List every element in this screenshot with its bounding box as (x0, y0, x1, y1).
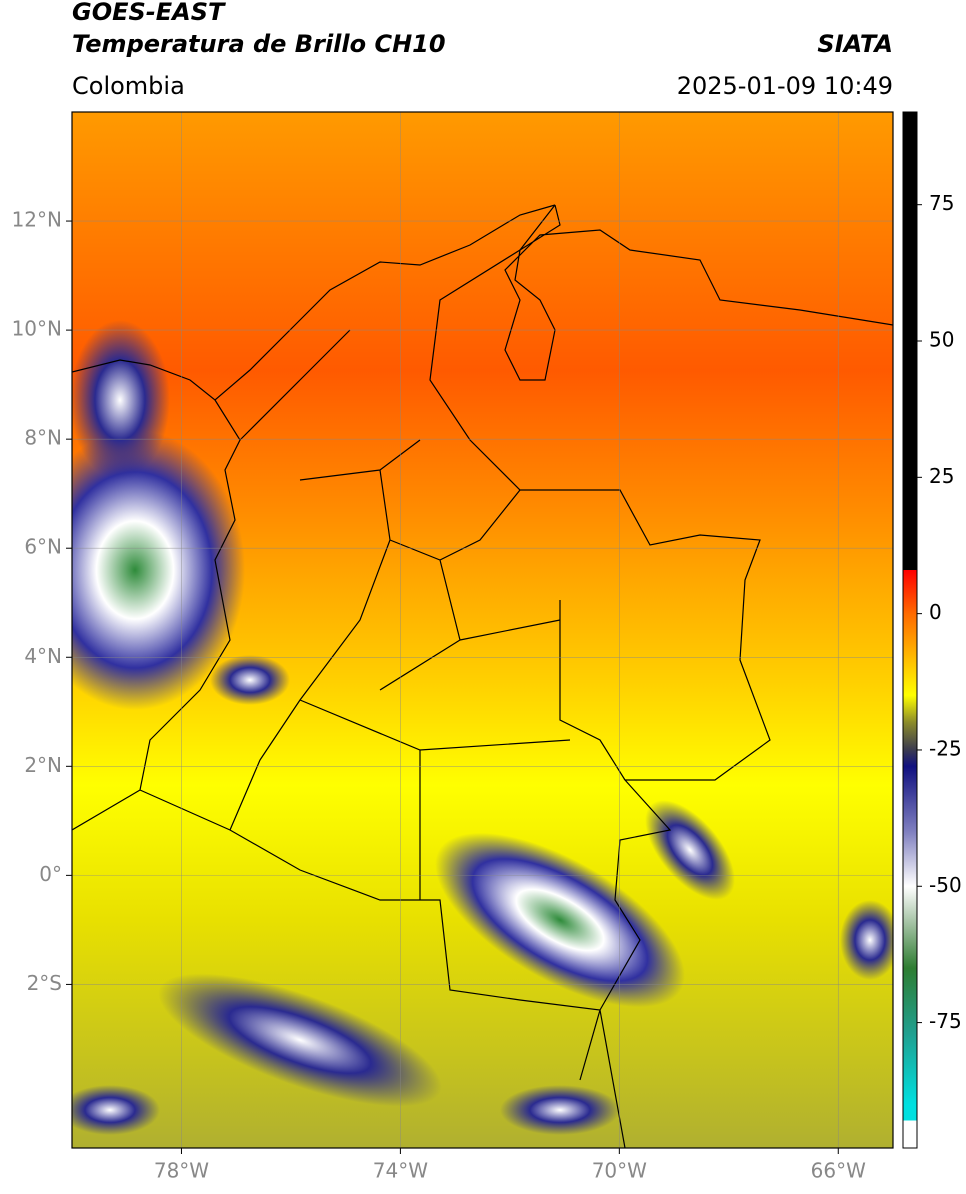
y-tick-label: 2°N (24, 753, 62, 777)
colorbar-tick-label: 75 (929, 191, 954, 215)
map-image (72, 112, 893, 1148)
colorbar-tick-label: -50 (929, 873, 962, 897)
cloud (72, 1085, 160, 1135)
y-tick-label: 4°N (24, 644, 62, 668)
colorbar (902, 111, 918, 1149)
x-tick-label: 78°W (154, 1159, 209, 1183)
y-tick-label: 0° (39, 862, 62, 886)
cloud (72, 430, 245, 710)
y-tick-label: 6°N (24, 535, 62, 559)
internal-borders (229, 329, 571, 900)
x-tick-label: 70°W (592, 1159, 647, 1183)
x-tick-label: 66°W (811, 1159, 866, 1183)
colorbar-tick-label: -25 (929, 736, 962, 760)
y-tick-label: 2°S (27, 971, 62, 995)
satellite: GOES-EAST (72, 0, 226, 26)
cloud (210, 655, 290, 705)
cloud (72, 320, 170, 480)
product: Temperatura de Brillo CH10 (72, 30, 446, 58)
map-frame (71, 111, 894, 1149)
region: Colombia (72, 72, 185, 100)
x-tick-label: 74°W (373, 1159, 428, 1183)
colorbar-tick-label: 50 (929, 328, 954, 352)
source: SIATA (817, 30, 893, 58)
timestamp: 2025-01-09 10:49 (677, 72, 893, 100)
y-tick-label: 10°N (12, 317, 62, 341)
colorbar-tick-label: 0 (929, 600, 942, 624)
colombia-border (72, 204, 771, 1148)
colorbar-tick-label: -75 (929, 1009, 962, 1033)
colorbar-tick-label: 25 (929, 464, 954, 488)
cloud (435, 832, 685, 1008)
cloud (645, 800, 735, 900)
cloud (158, 973, 442, 1107)
cloud (500, 1085, 620, 1135)
y-tick-label: 12°N (12, 208, 62, 232)
coastline (504, 204, 893, 381)
y-tick-label: 8°N (24, 426, 62, 450)
coastline (72, 204, 556, 401)
cloud (840, 900, 893, 980)
